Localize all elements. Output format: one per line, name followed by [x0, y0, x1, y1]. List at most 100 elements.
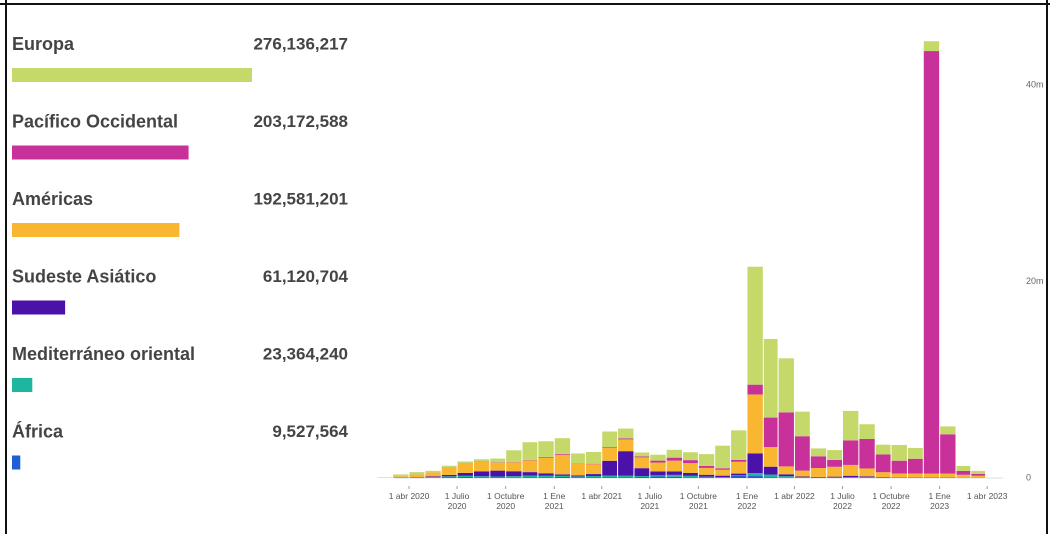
y-tick-label: 20m: [1026, 276, 1044, 286]
x-tick-label: 1 abr 2022: [774, 491, 815, 501]
bar-segment: [827, 450, 842, 460]
bar-segment: [554, 453, 571, 455]
bar-segment: [763, 338, 778, 418]
x-tick-label: 1 Octubre 2021: [679, 491, 718, 511]
bar-segment: [457, 461, 473, 463]
x-tick-label: 1 Octubre 2020: [486, 491, 525, 511]
bar-segment: [490, 462, 506, 471]
bar-segment: [923, 51, 940, 474]
x-tick-label: 1 Julio 2020: [444, 491, 470, 511]
bar-segment: [683, 452, 698, 461]
bar-segment: [506, 450, 522, 463]
bar-segment: [393, 474, 409, 477]
bar-segment: [602, 475, 618, 478]
x-tick-label: 1 Ene 2022: [735, 491, 759, 511]
bar-segment: [571, 453, 585, 464]
bar-segment: [698, 467, 715, 475]
bar-segment: [907, 473, 923, 478]
bar-segment: [554, 474, 571, 476]
bar-segment: [425, 470, 441, 473]
bar-segment: [763, 417, 778, 448]
bar-segment: [585, 451, 602, 464]
bar-segment: [698, 476, 715, 478]
bar-segment: [794, 411, 810, 437]
bar-segment: [473, 461, 490, 472]
bar-segment: [891, 473, 907, 478]
bar-segment: [715, 468, 731, 470]
region-total: 203,172,588: [253, 112, 348, 131]
bar-segment: [810, 456, 827, 469]
bar-segment: [810, 448, 827, 457]
bar-segment: [891, 444, 907, 461]
total-bar: [12, 68, 252, 82]
x-tick-label: 1 Julio 2021: [637, 491, 663, 511]
bar-segment: [506, 476, 522, 478]
bar-segment: [683, 463, 698, 473]
bar-segment: [650, 475, 666, 477]
bar-segment: [666, 460, 683, 472]
bar-segment: [778, 412, 794, 467]
bar-segment: [763, 466, 778, 475]
bar-segment: [538, 473, 554, 476]
bar-segment: [923, 41, 940, 52]
bar-segment: [683, 472, 698, 476]
bar-segment: [585, 476, 602, 478]
bar-segment: [393, 476, 409, 478]
region-name: Américas: [12, 189, 93, 209]
bar-segment: [538, 475, 554, 478]
bar-segment: [731, 430, 747, 460]
bar-segment: [956, 465, 971, 471]
bar-segment: [634, 456, 650, 458]
bar-segment: [698, 454, 715, 466]
bar-segment: [618, 451, 634, 476]
bar-segment: [715, 445, 731, 469]
bar-segment: [506, 462, 522, 472]
bar-segment: [747, 394, 763, 454]
bar-segment: [425, 472, 441, 477]
bar-segment: [506, 471, 522, 477]
bar-segment: [747, 453, 763, 474]
bar-segment: [843, 410, 859, 441]
bar-segment: [794, 470, 810, 477]
region-name: Mediterráneo oriental: [12, 344, 195, 364]
bar-segment: [457, 477, 473, 478]
x-tick-label: 1 Ene 2021: [543, 491, 566, 511]
bar-segment: [602, 460, 618, 476]
bar-segment: [747, 476, 763, 478]
bar-segment: [666, 476, 683, 478]
bar-segment: [747, 266, 763, 385]
bar-segment: [490, 458, 506, 463]
bar-segment: [490, 470, 506, 477]
bar-segment: [698, 465, 715, 468]
bar-segment: [441, 466, 457, 475]
bar-segment: [441, 465, 457, 467]
region-total: 23,364,240: [263, 344, 348, 363]
bar-segment: [538, 441, 554, 457]
bar-segment: [425, 477, 441, 478]
bar-segment: [940, 434, 956, 474]
bar-segment: [971, 475, 986, 478]
region-name: Europa: [12, 34, 75, 54]
bar-segment: [538, 456, 554, 458]
bar-segment: [457, 463, 473, 473]
bar-segment: [457, 475, 473, 478]
bar-segment: [810, 468, 827, 477]
bar-segment: [859, 468, 875, 477]
bar-segment: [794, 436, 810, 471]
bar-segment: [666, 471, 683, 475]
bar-segment: [940, 473, 956, 478]
bar-segment: [907, 447, 923, 459]
bar-segment: [409, 474, 425, 478]
bar-segment: [554, 438, 571, 454]
bar-segment: [585, 464, 602, 475]
region-name: Pacífico Occidental: [12, 111, 178, 131]
bar-segment: [618, 439, 634, 452]
bar-segment: [522, 472, 538, 476]
region-total: 9,527,564: [272, 422, 348, 441]
bar-segment: [666, 449, 683, 458]
bar-segment: [907, 458, 923, 474]
bar-segment: [441, 476, 457, 478]
x-tick-label: 1 Julio 2022: [830, 491, 855, 511]
